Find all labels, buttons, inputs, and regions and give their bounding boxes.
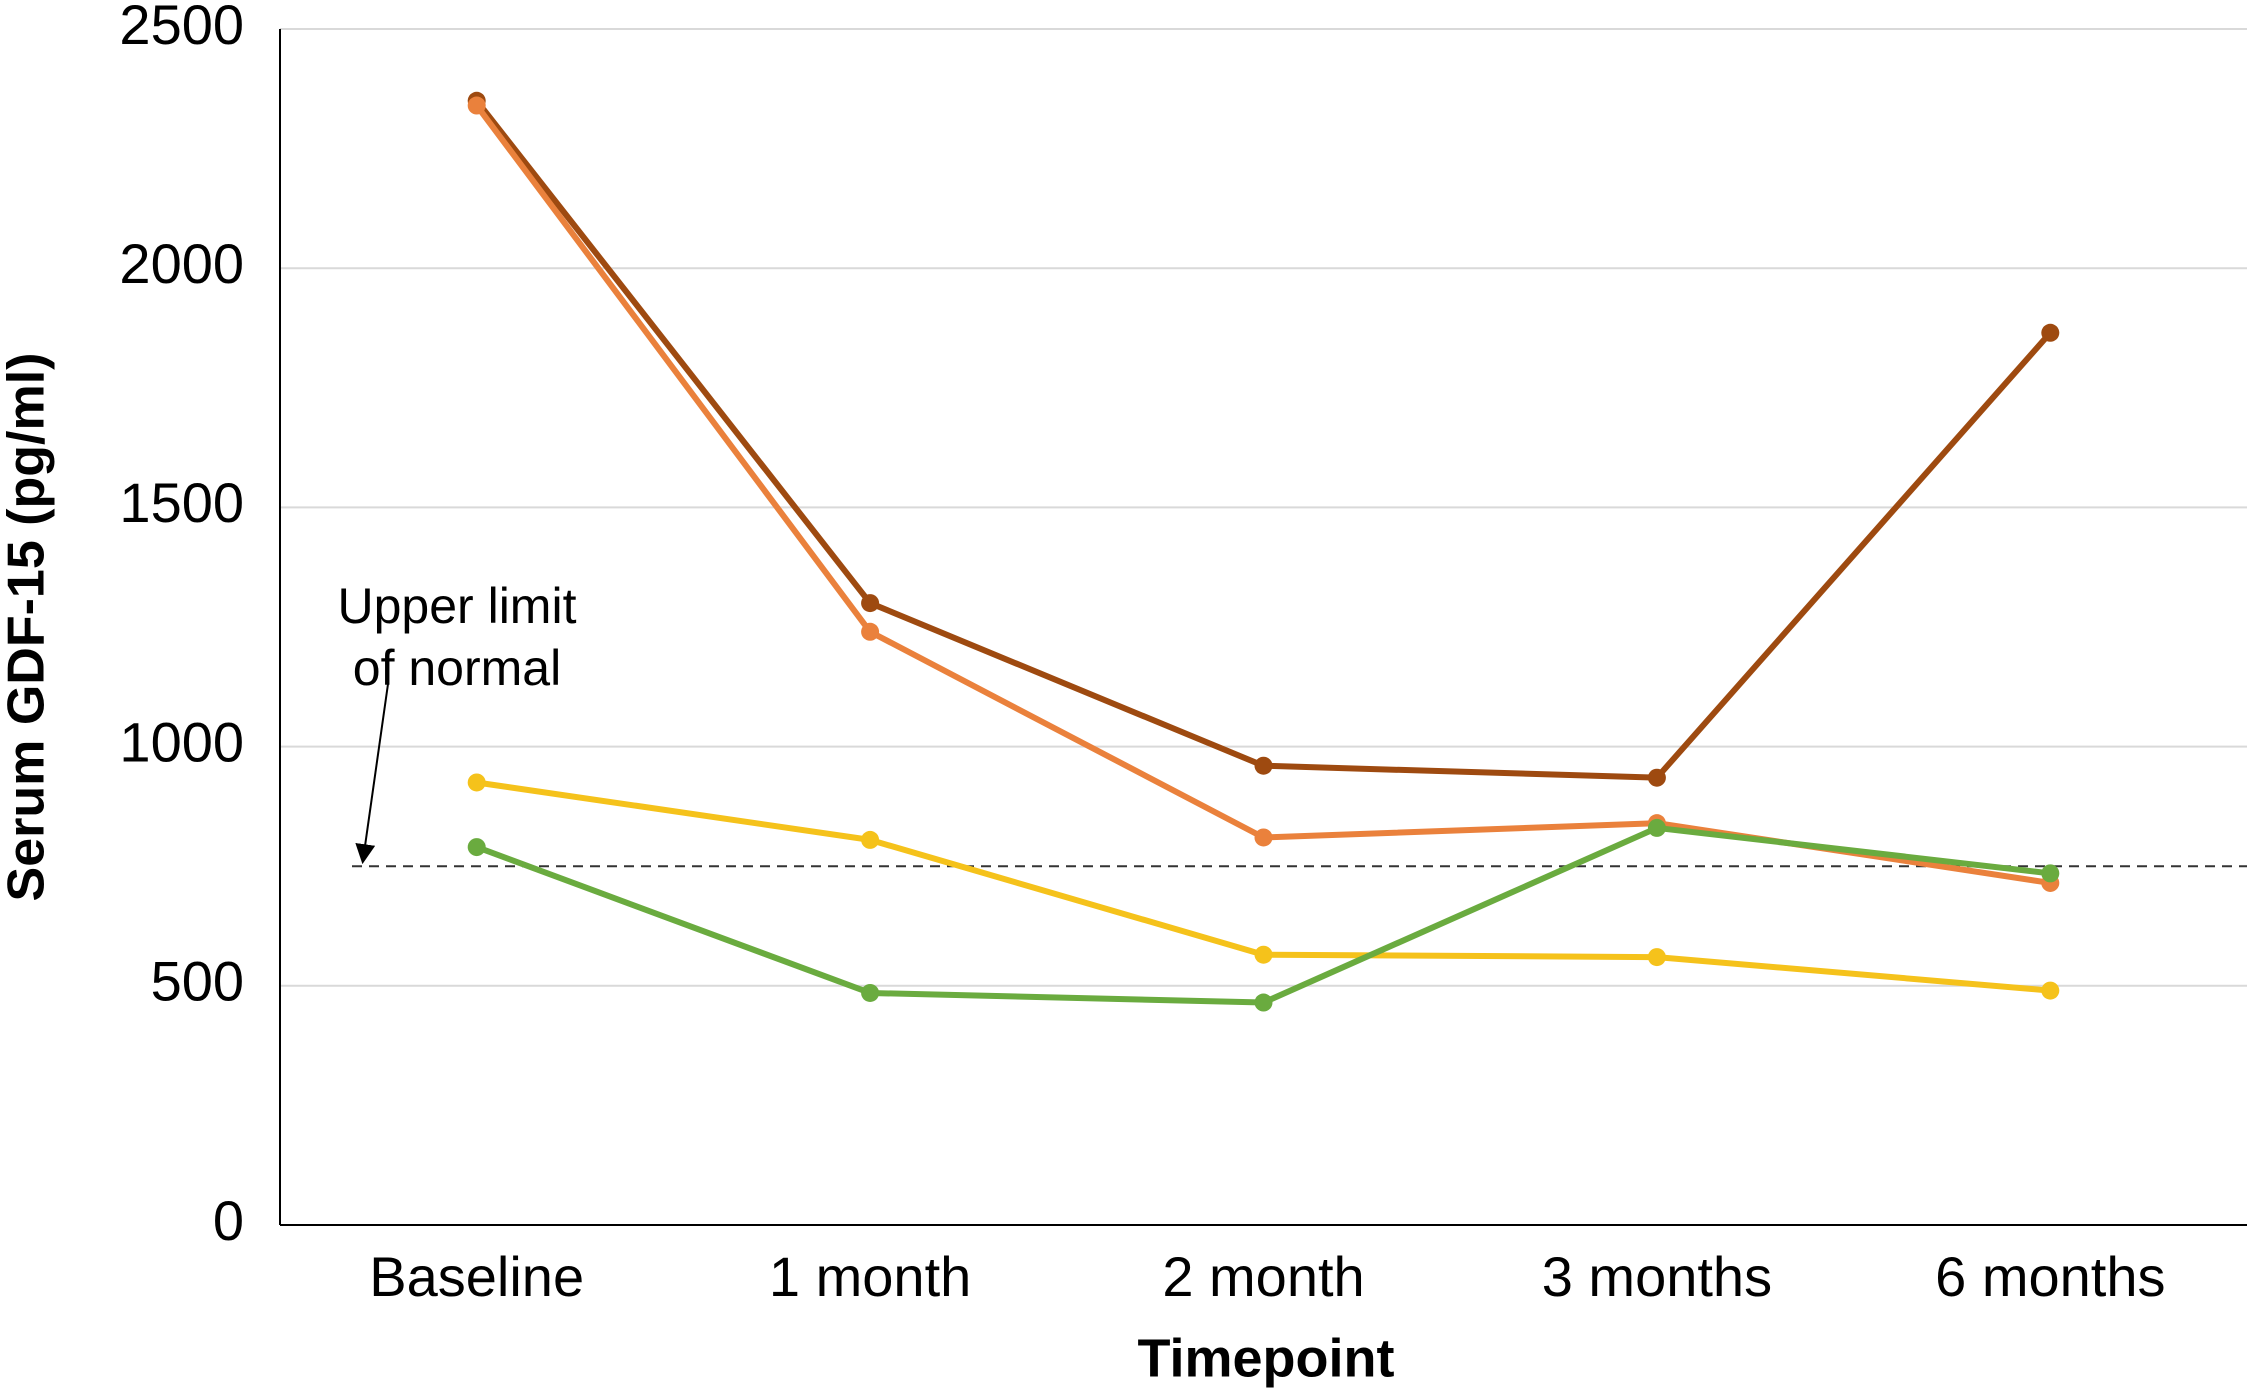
- data-point: [1254, 756, 1273, 775]
- annotation: of normal: [353, 640, 561, 696]
- data-point: [1254, 828, 1273, 847]
- data-point: [1647, 818, 1666, 837]
- y-tick-label: 500: [151, 950, 244, 1013]
- y-tick-label: 1000: [119, 710, 244, 773]
- y-tick-label: 1500: [119, 471, 244, 534]
- x-tick-label: 6 months: [1935, 1245, 2165, 1308]
- data-point: [2041, 981, 2060, 1000]
- annotation: Upper limit: [338, 578, 577, 634]
- data-point: [467, 773, 486, 792]
- data-point: [861, 830, 880, 849]
- y-tick-label: 2000: [119, 232, 244, 295]
- y-tick-label: 2500: [119, 0, 244, 56]
- data-point: [861, 622, 880, 641]
- series-line: [475, 824, 2051, 1006]
- data-point: [1254, 945, 1273, 964]
- data-point: [467, 96, 486, 115]
- x-axis-title: Timepoint: [1137, 1328, 1394, 1388]
- data-point: [861, 594, 880, 613]
- x-tick-label: 3 months: [1542, 1245, 1772, 1308]
- data-point: [2041, 323, 2060, 342]
- data-point: [467, 838, 486, 857]
- x-tick-label: 2 month: [1162, 1245, 1364, 1308]
- x-tick-label: Baseline: [369, 1245, 584, 1308]
- y-tick-label: 0: [213, 1189, 244, 1252]
- annotation-arrow: [355, 683, 389, 865]
- data-point: [1254, 993, 1273, 1012]
- data-point: [1647, 948, 1666, 967]
- data-point: [1647, 768, 1666, 787]
- y-axis-title: Serum GDF-15 (pg/ml): [0, 353, 56, 902]
- data-point: [2041, 864, 2060, 883]
- x-tick-label: 1 month: [769, 1245, 971, 1308]
- data-point: [861, 983, 880, 1002]
- series-line: [474, 98, 2053, 781]
